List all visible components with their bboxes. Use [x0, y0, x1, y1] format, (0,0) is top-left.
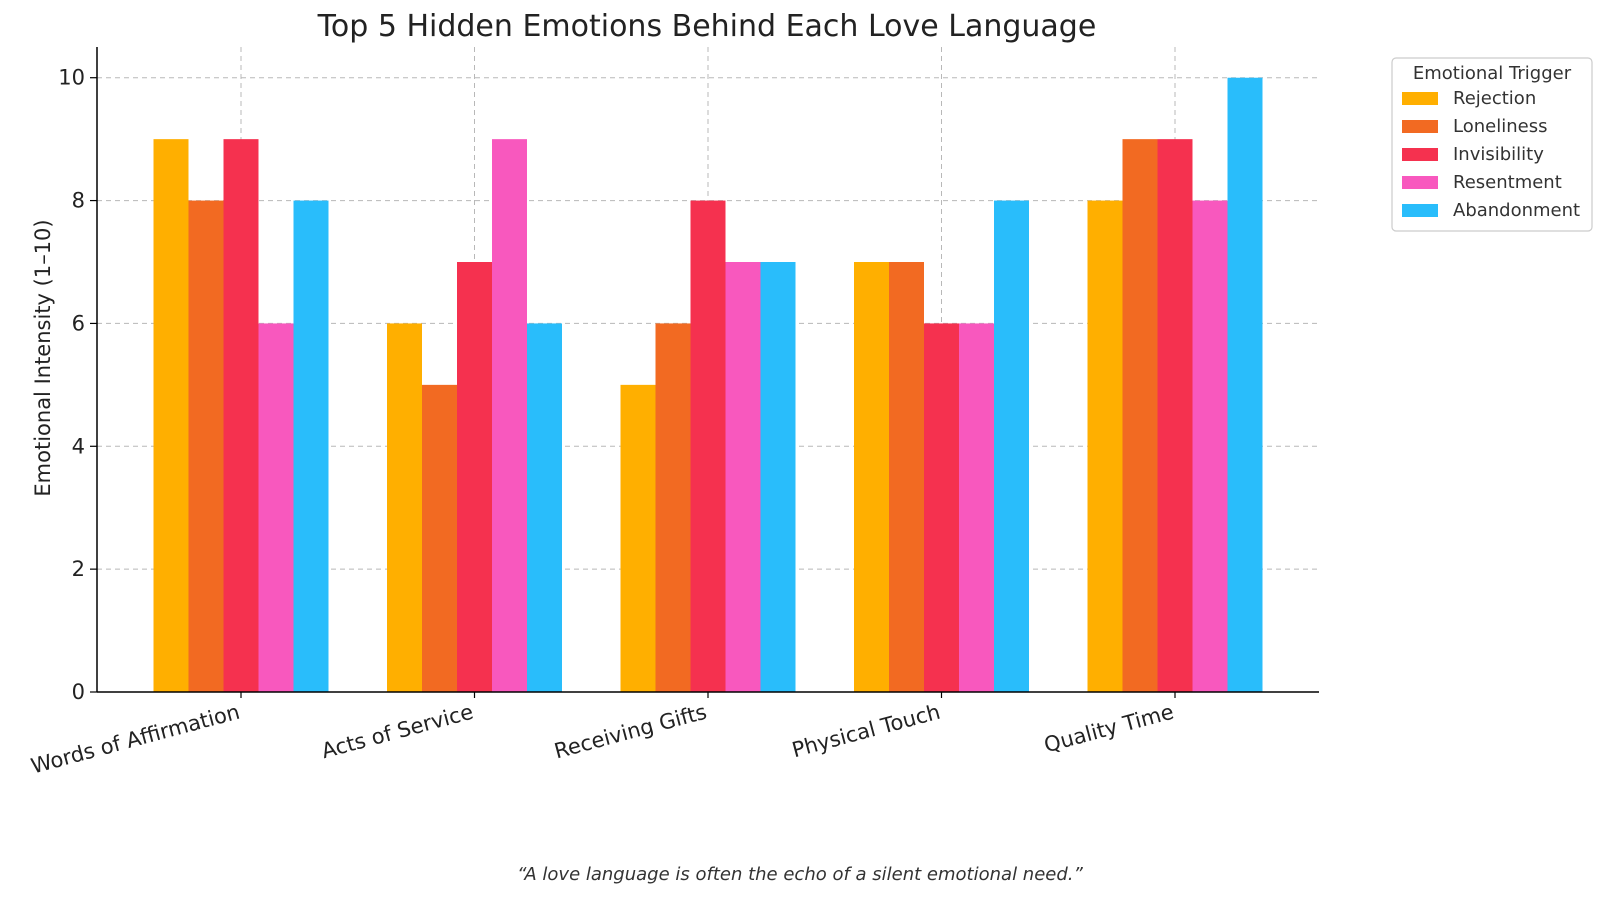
bar-loneliness-4 — [889, 262, 924, 692]
chart-title: Top 5 Hidden Emotions Behind Each Love L… — [317, 9, 1097, 44]
bar-abandonment-5 — [1227, 77, 1263, 692]
bar-abandonment-1 — [293, 200, 329, 693]
bar-rejection-5 — [1087, 200, 1123, 693]
y-tick-label: 8 — [72, 189, 85, 213]
legend-label-resentment: Resentment — [1453, 172, 1562, 193]
x-tick-label: Acts of Service — [319, 700, 476, 764]
bar-rejection-2 — [387, 323, 422, 692]
bar-abandonment-3 — [760, 262, 796, 692]
bar-abandonment-2 — [527, 323, 562, 692]
bar-rejection-1 — [153, 139, 189, 693]
x-tick-label: Quality Time — [1042, 700, 1177, 758]
bar-loneliness-5 — [1122, 139, 1158, 693]
legend-label-invisibility: Invisibility — [1453, 144, 1544, 165]
legend-swatch-invisibility — [1402, 148, 1438, 161]
bars — [153, 77, 1263, 693]
bar-invisibility-4 — [924, 323, 959, 692]
y-tick-label: 4 — [72, 434, 85, 458]
x-tick-label: Physical Touch — [789, 700, 942, 763]
y-tick-label: 10 — [58, 66, 85, 90]
bar-rejection-3 — [620, 384, 656, 692]
legend-swatch-rejection — [1402, 92, 1438, 105]
caption-quote: “A love language is often the echo of a … — [517, 864, 1083, 885]
legend-label-loneliness: Loneliness — [1453, 116, 1547, 137]
bar-resentment-2 — [492, 139, 527, 693]
legend-swatch-abandonment — [1402, 204, 1438, 217]
x-ticks: Words of Affirmation Acts of Service Recei… — [28, 692, 1176, 778]
bar-invisibility-3 — [690, 200, 726, 693]
legend-frame — [1391, 57, 1593, 232]
legend-label-abandonment: Abandonment — [1453, 200, 1580, 221]
y-tick-label: 6 — [72, 311, 85, 335]
legend-title: Emotional Trigger — [1413, 63, 1572, 84]
bar-invisibility-1 — [223, 139, 259, 693]
bar-invisibility-2 — [457, 262, 492, 692]
legend-swatch-loneliness — [1402, 120, 1438, 133]
bar-resentment-4 — [959, 323, 994, 692]
y-tick-label: 2 — [72, 557, 85, 581]
bar-rejection-4 — [854, 262, 889, 692]
y-axis-label: Emotional Intensity (1–10) — [31, 219, 55, 496]
y-ticks: 0 2 4 6 8 10 — [58, 66, 97, 704]
legend-swatch-resentment — [1402, 176, 1438, 189]
bar-resentment-3 — [725, 262, 761, 692]
legend-label-rejection: Rejection — [1453, 88, 1536, 109]
bar-loneliness-2 — [422, 384, 457, 692]
bar-resentment-1 — [258, 323, 294, 692]
bar-loneliness-3 — [655, 323, 691, 692]
bar-invisibility-5 — [1157, 139, 1193, 693]
bar-loneliness-1 — [188, 200, 224, 693]
x-tick-label: Receiving Gifts — [552, 700, 710, 764]
x-tick-label: Words of Affirmation — [28, 700, 242, 779]
bar-abandonment-4 — [994, 200, 1029, 693]
y-tick-label: 0 — [72, 680, 85, 704]
bar-resentment-5 — [1192, 200, 1228, 693]
legend: Emotional Trigger Rejection Loneliness Inv… — [1391, 57, 1593, 232]
